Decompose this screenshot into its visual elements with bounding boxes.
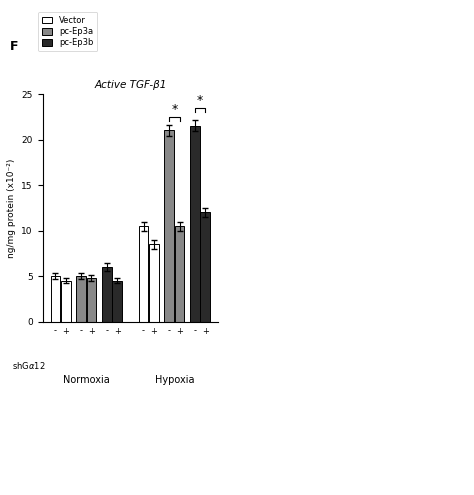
- Bar: [61, 281, 71, 322]
- Bar: [190, 126, 200, 322]
- Bar: [102, 267, 111, 322]
- Bar: [51, 276, 60, 322]
- Text: Normoxia: Normoxia: [63, 375, 109, 385]
- Text: *: *: [171, 103, 178, 116]
- Text: shG$\alpha$12: shG$\alpha$12: [12, 360, 46, 371]
- Bar: [112, 281, 122, 322]
- Text: Hypoxia: Hypoxia: [155, 375, 194, 385]
- Text: F: F: [9, 40, 18, 52]
- Legend: Vector, pc-Ep3a, pc-Ep3b: Vector, pc-Ep3a, pc-Ep3b: [38, 12, 98, 51]
- Bar: [175, 226, 184, 322]
- Bar: [201, 212, 210, 322]
- Bar: [139, 226, 148, 322]
- Text: *: *: [197, 94, 203, 107]
- Bar: [164, 131, 174, 322]
- Y-axis label: ng/mg protein (x10⁻²): ng/mg protein (x10⁻²): [7, 158, 16, 257]
- Bar: [149, 245, 159, 322]
- Title: Active TGF-β1: Active TGF-β1: [94, 81, 166, 91]
- Bar: [87, 278, 96, 322]
- Bar: [76, 276, 86, 322]
